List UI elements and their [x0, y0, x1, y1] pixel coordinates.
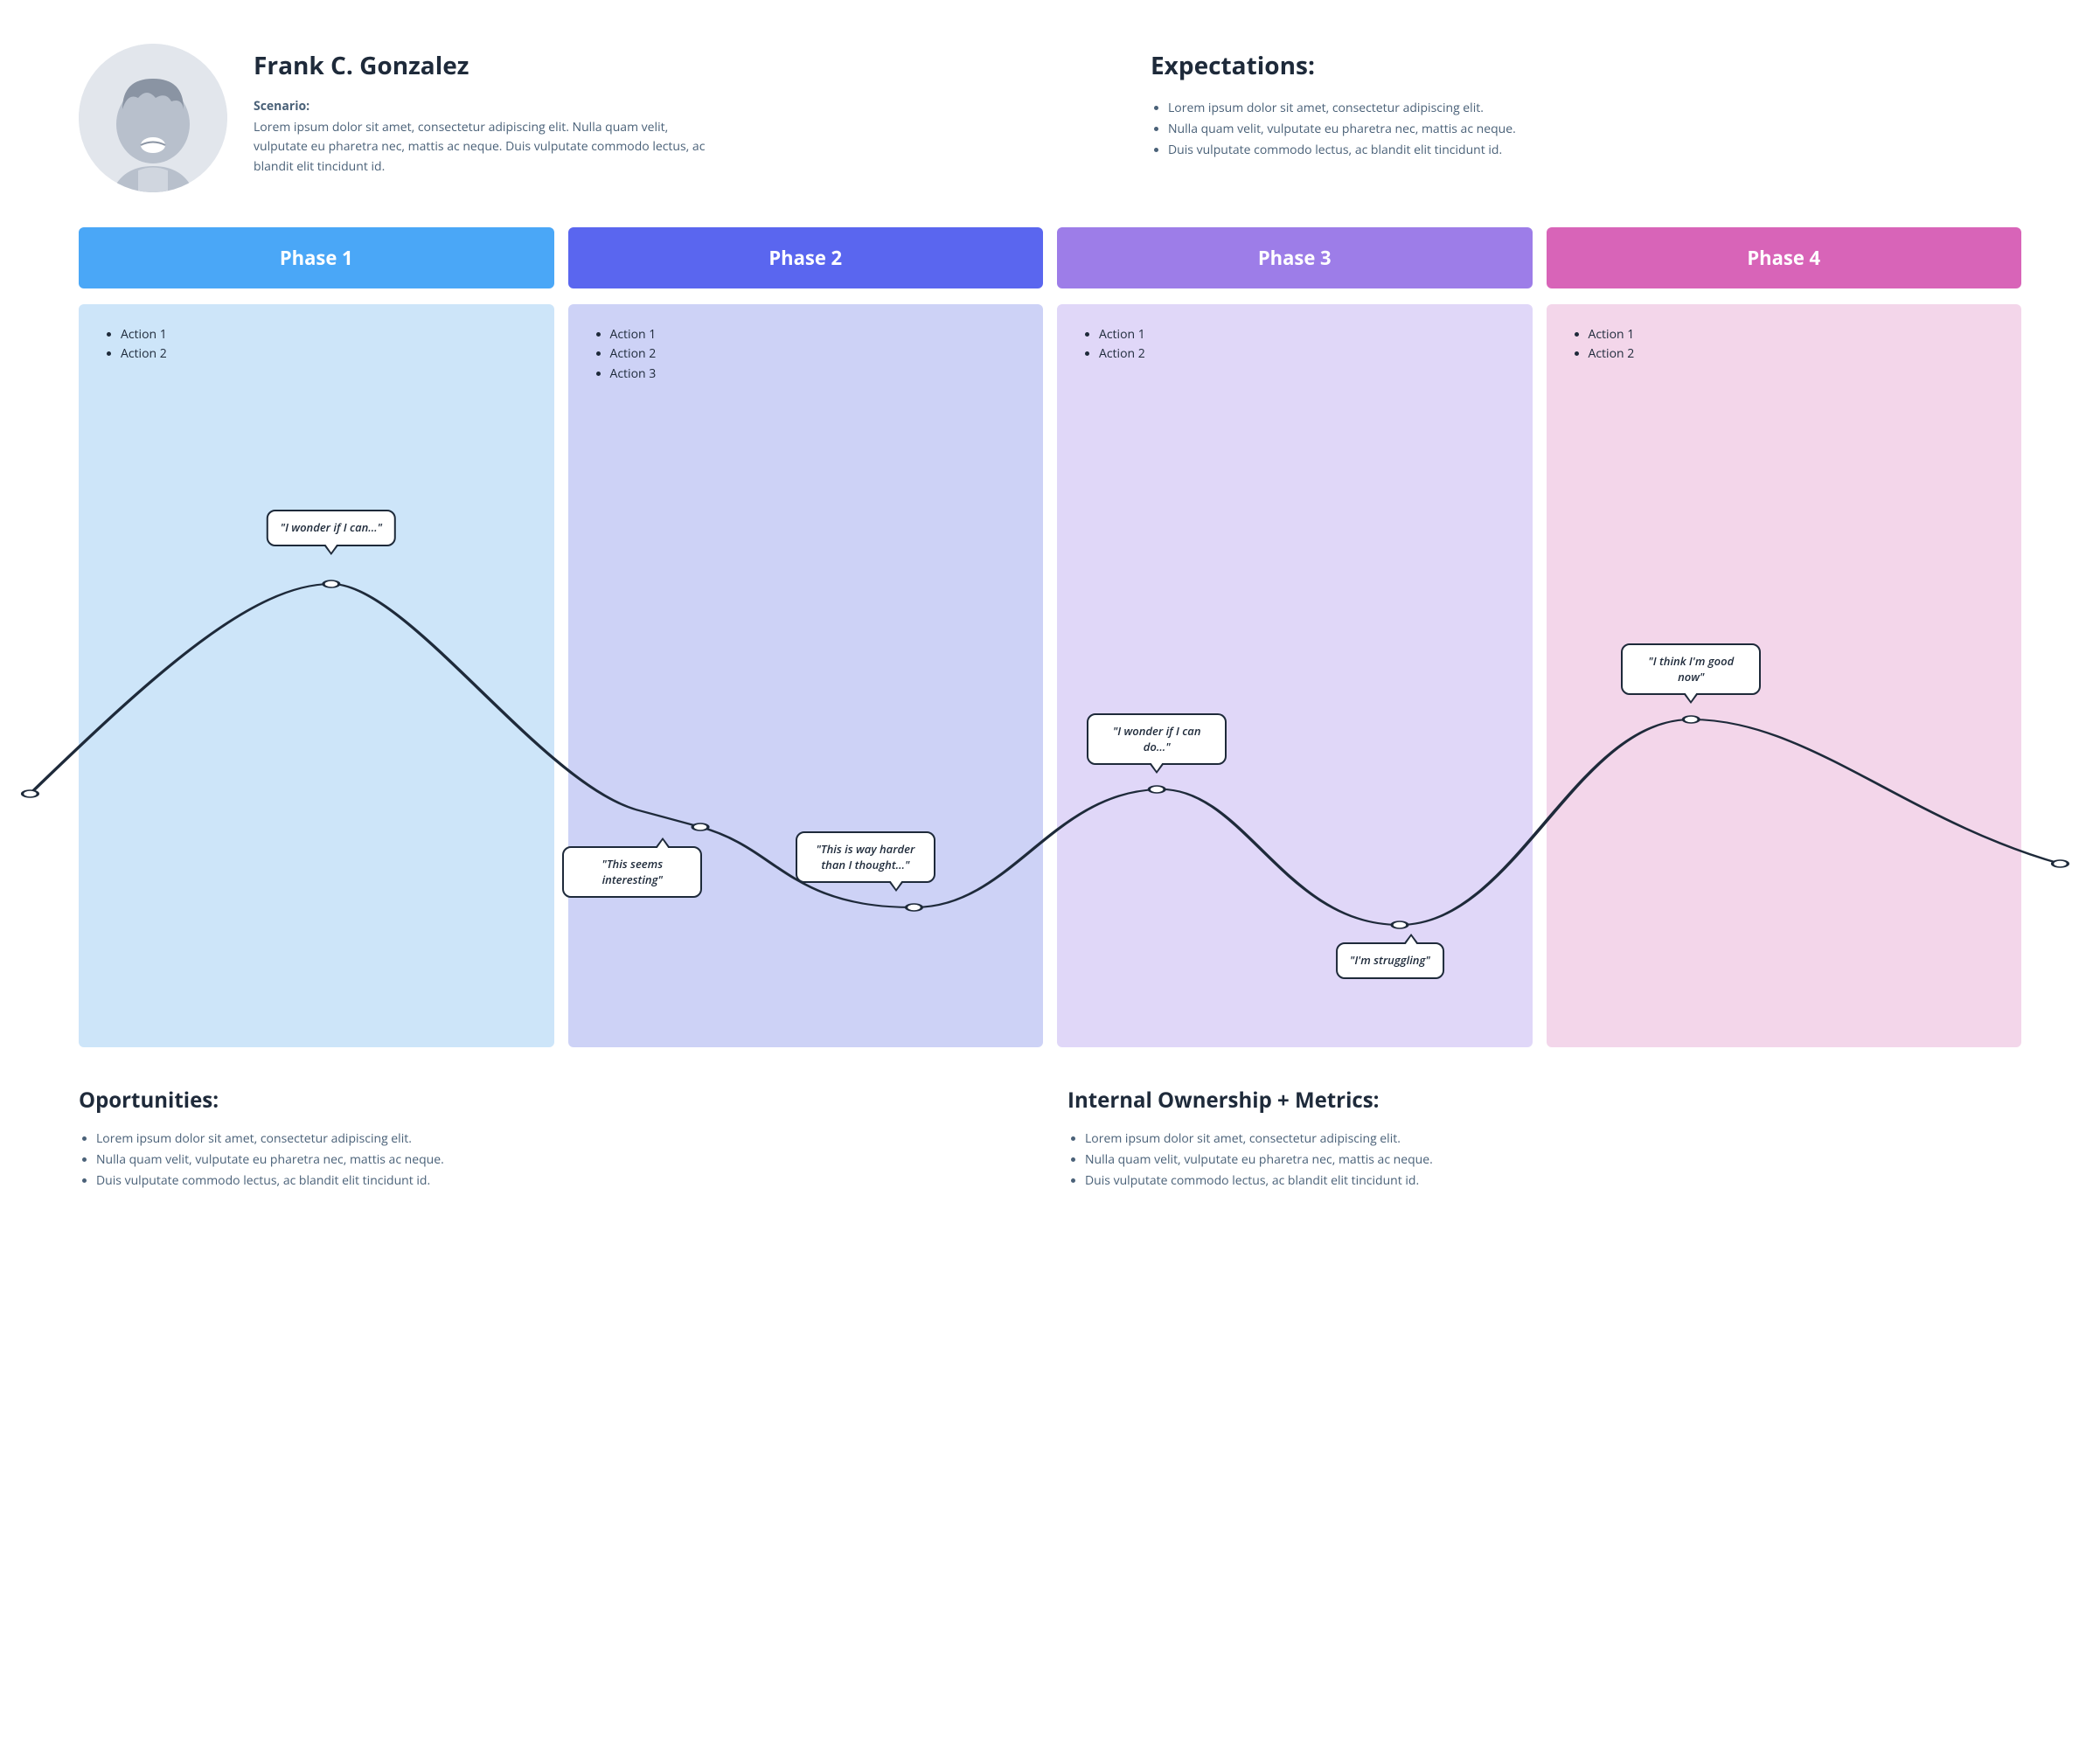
ownership-title: Internal Ownership + Metrics: — [1067, 1086, 2021, 1115]
journey-dot — [23, 790, 38, 797]
phase-actions-list: Action 1Action 2 — [103, 325, 530, 365]
phase-header-2: Phase 2 — [568, 227, 1044, 288]
expectations-list: Lorem ipsum dolor sit amet, consectetur … — [1151, 98, 2021, 160]
avatar-icon — [79, 44, 227, 192]
list-item: Lorem ipsum dolor sit amet, consectetur … — [1168, 98, 2021, 119]
opportunities-column: Oportunities: Lorem ipsum dolor sit amet… — [79, 1086, 1033, 1191]
list-item: Action 3 — [610, 365, 1019, 384]
opportunities-title: Oportunities: — [79, 1086, 1033, 1115]
avatar — [79, 44, 227, 192]
journey-dot — [2053, 860, 2069, 867]
phase-actions-list: Action 1Action 2Action 3 — [593, 325, 1019, 384]
list-item: Action 1 — [1589, 325, 1998, 344]
phase-header-3: Phase 3 — [1057, 227, 1533, 288]
list-item: Nulla quam velit, vulputate eu pharetra … — [1085, 1150, 2021, 1171]
ownership-list: Lorem ipsum dolor sit amet, consectetur … — [1067, 1129, 2021, 1191]
list-item: Action 2 — [610, 344, 1019, 364]
list-item: Action 2 — [121, 344, 530, 364]
list-item: Action 1 — [1099, 325, 1508, 344]
ownership-column: Internal Ownership + Metrics: Lorem ipsu… — [1067, 1086, 2021, 1191]
opportunities-list: Lorem ipsum dolor sit amet, consectetur … — [79, 1129, 1033, 1191]
list-item: Action 2 — [1099, 344, 1508, 364]
persona-column: Frank C. Gonzalez Scenario: Lorem ipsum … — [254, 44, 1124, 177]
header-row: Frank C. Gonzalez Scenario: Lorem ipsum … — [79, 44, 2021, 192]
footer-row: Oportunities: Lorem ipsum dolor sit amet… — [79, 1086, 2021, 1191]
phase-header-4: Phase 4 — [1547, 227, 2022, 288]
scenario-label: Scenario: — [254, 98, 1124, 115]
list-item: Duis vulputate commodo lectus, ac blandi… — [1168, 140, 2021, 161]
phase-body-1: Action 1Action 2 — [79, 304, 554, 1047]
list-item: Action 1 — [121, 325, 530, 344]
list-item: Duis vulputate commodo lectus, ac blandi… — [1085, 1171, 2021, 1192]
list-item: Lorem ipsum dolor sit amet, consectetur … — [96, 1129, 1033, 1150]
scenario-text: Lorem ipsum dolor sit amet, consectetur … — [254, 118, 708, 177]
list-item: Duis vulputate commodo lectus, ac blandi… — [96, 1171, 1033, 1192]
phase-actions-list: Action 1Action 2 — [1571, 325, 1998, 365]
phase-body-3: Action 1Action 2 — [1057, 304, 1533, 1047]
journey-wrap: Action 1Action 2Action 1Action 2Action 3… — [79, 304, 2021, 1047]
list-item: Action 2 — [1589, 344, 1998, 364]
expectations-title: Expectations: — [1151, 49, 2021, 82]
avatar-wrap — [79, 44, 227, 192]
list-item: Action 1 — [610, 325, 1019, 344]
expectations-column: Expectations: Lorem ipsum dolor sit amet… — [1151, 44, 2021, 160]
phase-body-2: Action 1Action 2Action 3 — [568, 304, 1044, 1047]
phase-actions-list: Action 1Action 2 — [1081, 325, 1508, 365]
phase-body-4: Action 1Action 2 — [1547, 304, 2022, 1047]
list-item: Lorem ipsum dolor sit amet, consectetur … — [1085, 1129, 2021, 1150]
persona-name: Frank C. Gonzalez — [254, 49, 1124, 82]
list-item: Nulla quam velit, vulputate eu pharetra … — [96, 1150, 1033, 1171]
phase-header-1: Phase 1 — [79, 227, 554, 288]
phase-headers: Phase 1Phase 2Phase 3Phase 4 — [79, 227, 2021, 288]
phase-bodies: Action 1Action 2Action 1Action 2Action 3… — [79, 304, 2021, 1047]
list-item: Nulla quam velit, vulputate eu pharetra … — [1168, 119, 2021, 140]
